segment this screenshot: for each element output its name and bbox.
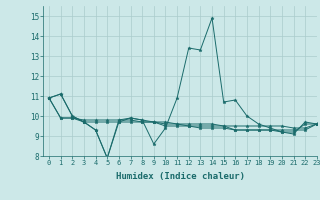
X-axis label: Humidex (Indice chaleur): Humidex (Indice chaleur) bbox=[116, 172, 244, 181]
